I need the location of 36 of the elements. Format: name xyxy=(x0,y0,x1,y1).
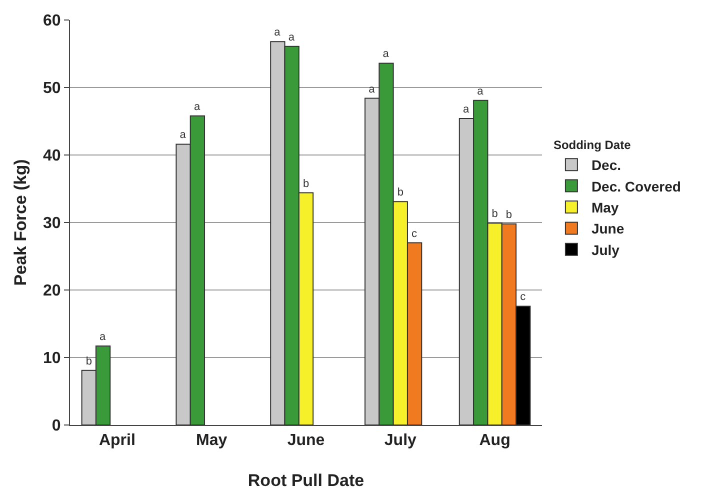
x-axis-title: Root Pull Date xyxy=(248,471,364,490)
legend-label: June xyxy=(591,220,624,237)
data-label: b xyxy=(86,355,92,368)
legend-title: Sodding Date xyxy=(553,138,632,152)
x-tick-label: April xyxy=(98,432,136,450)
x-tick-label: July xyxy=(384,432,417,450)
x-tick-label: June xyxy=(287,432,325,450)
legend-label: Dec. xyxy=(591,157,622,174)
x-tick-label: May xyxy=(196,432,228,450)
data-label: a xyxy=(368,83,376,96)
y-tick-label: 50 xyxy=(43,80,61,98)
y-axis-title: Peak Force (kg) xyxy=(11,159,30,286)
data-label: a xyxy=(194,100,201,113)
y-tick-label: 10 xyxy=(43,350,61,368)
data-label: c xyxy=(412,228,418,240)
y-tick-label: 40 xyxy=(43,148,61,165)
legend-label: July xyxy=(591,242,620,258)
y-tick-label: 60 xyxy=(43,12,61,30)
data-label: b xyxy=(506,208,512,221)
data-label: a xyxy=(288,31,296,44)
legend-label: Dec. Covered xyxy=(591,178,681,194)
data-label: b xyxy=(397,186,404,199)
y-tick-label: 20 xyxy=(43,282,61,300)
y-tick-label: 0 xyxy=(52,418,61,435)
data-label: a xyxy=(180,129,187,142)
data-label: b xyxy=(492,208,498,220)
legend-label: May xyxy=(591,199,619,216)
data-label: a xyxy=(462,104,470,116)
data-label: a xyxy=(382,48,390,60)
data-label: a xyxy=(274,26,282,39)
x-tick-label: Aug xyxy=(479,432,510,450)
data-label: a xyxy=(100,331,107,344)
y-tick-label: 30 xyxy=(43,215,61,232)
data-label: c xyxy=(520,291,526,304)
data-label: a xyxy=(477,85,484,98)
data-label: b xyxy=(302,178,310,190)
